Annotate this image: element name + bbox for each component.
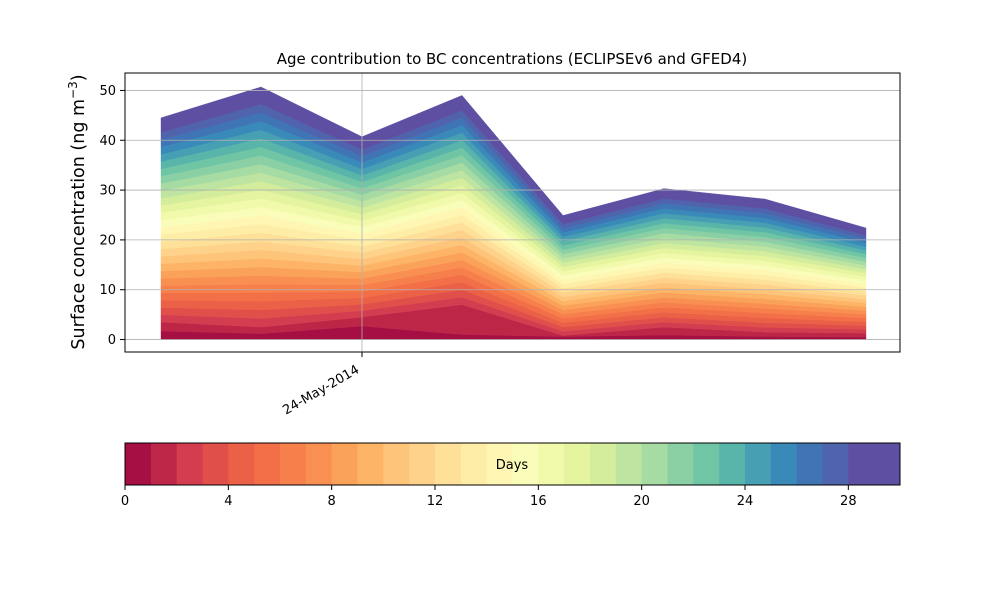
colorbar-segment: [848, 443, 875, 485]
y-axis-label: Surface concentration (ng m−3): [66, 74, 89, 349]
colorbar-segment: [383, 443, 410, 485]
colorbar-tick-label: 16: [530, 494, 547, 509]
colorbar-segment: [693, 443, 720, 485]
colorbar-segment: [228, 443, 255, 485]
colorbar-segment: [770, 443, 798, 485]
colorbar-segment: [125, 443, 152, 485]
colorbar-tick-label: 24: [737, 494, 754, 509]
plot-frame: [124, 72, 901, 353]
y-axis-label-tail: ): [69, 74, 89, 81]
colorbar-label: Days: [496, 458, 529, 473]
y-axis: 0 10 20 30 40 50: [99, 84, 125, 348]
colorbar-segment: [538, 443, 565, 485]
colorbar-segment: [667, 443, 694, 485]
colorbar-segment: [719, 443, 746, 485]
y-tick-label: 10: [99, 283, 116, 298]
colorbar-segment: [615, 443, 643, 485]
colorbar-ticks: 0 4 8 12 16 20 24 28: [121, 485, 857, 509]
colorbar-segment: [590, 443, 617, 485]
colorbar-segment: [564, 443, 591, 485]
grid-lines: [125, 73, 900, 352]
x-axis: 24-May-2014: [280, 352, 363, 418]
colorbar-segment: [745, 443, 772, 485]
y-tick-label: 30: [99, 184, 116, 199]
colorbar-tick-label: 8: [328, 494, 336, 509]
y-tick-label: 20: [99, 233, 116, 248]
colorbar-segment: [409, 443, 436, 485]
colorbar-tick-label: 28: [840, 494, 857, 509]
colorbar-segment: [641, 443, 668, 485]
colorbar-segment: [460, 443, 488, 485]
colorbar-tick-label: 12: [427, 494, 444, 509]
area-layer-day-29: [160, 86, 867, 232]
colorbar-segment: [176, 443, 203, 485]
colorbar-segment: [254, 443, 281, 485]
colorbar-frame: [124, 442, 901, 486]
colorbar-tick-label: 20: [633, 494, 650, 509]
colorbar-segment: [305, 443, 333, 485]
colorbar-segment: [796, 443, 823, 485]
x-tick-label: 24-May-2014: [280, 362, 362, 418]
y-tick-label: 50: [99, 84, 116, 99]
y-tick-label: 40: [99, 134, 116, 149]
colorbar-segment: [512, 443, 539, 485]
colorbar-segment: [435, 443, 462, 485]
colorbar-segment: [486, 443, 513, 485]
chart-title: Age contribution to BC concentrations (E…: [277, 50, 748, 68]
colorbar-segment: [202, 443, 229, 485]
y-tick-label: 0: [108, 333, 116, 348]
colorbar-segment: [822, 443, 849, 485]
colorbar-segment: [150, 443, 178, 485]
colorbar-segment: [874, 443, 901, 485]
colorbar-tick-label: 0: [121, 494, 129, 509]
colorbar-segment: [331, 443, 358, 485]
colorbar-tick-label: 4: [224, 494, 232, 509]
colorbar: [125, 443, 901, 485]
colorbar-segment: [357, 443, 384, 485]
stacked-areas: [160, 86, 867, 340]
y-axis-label-sup: −3: [66, 81, 80, 99]
y-axis-label-main: Surface concentration (ng m: [69, 99, 89, 350]
colorbar-segment: [280, 443, 307, 485]
